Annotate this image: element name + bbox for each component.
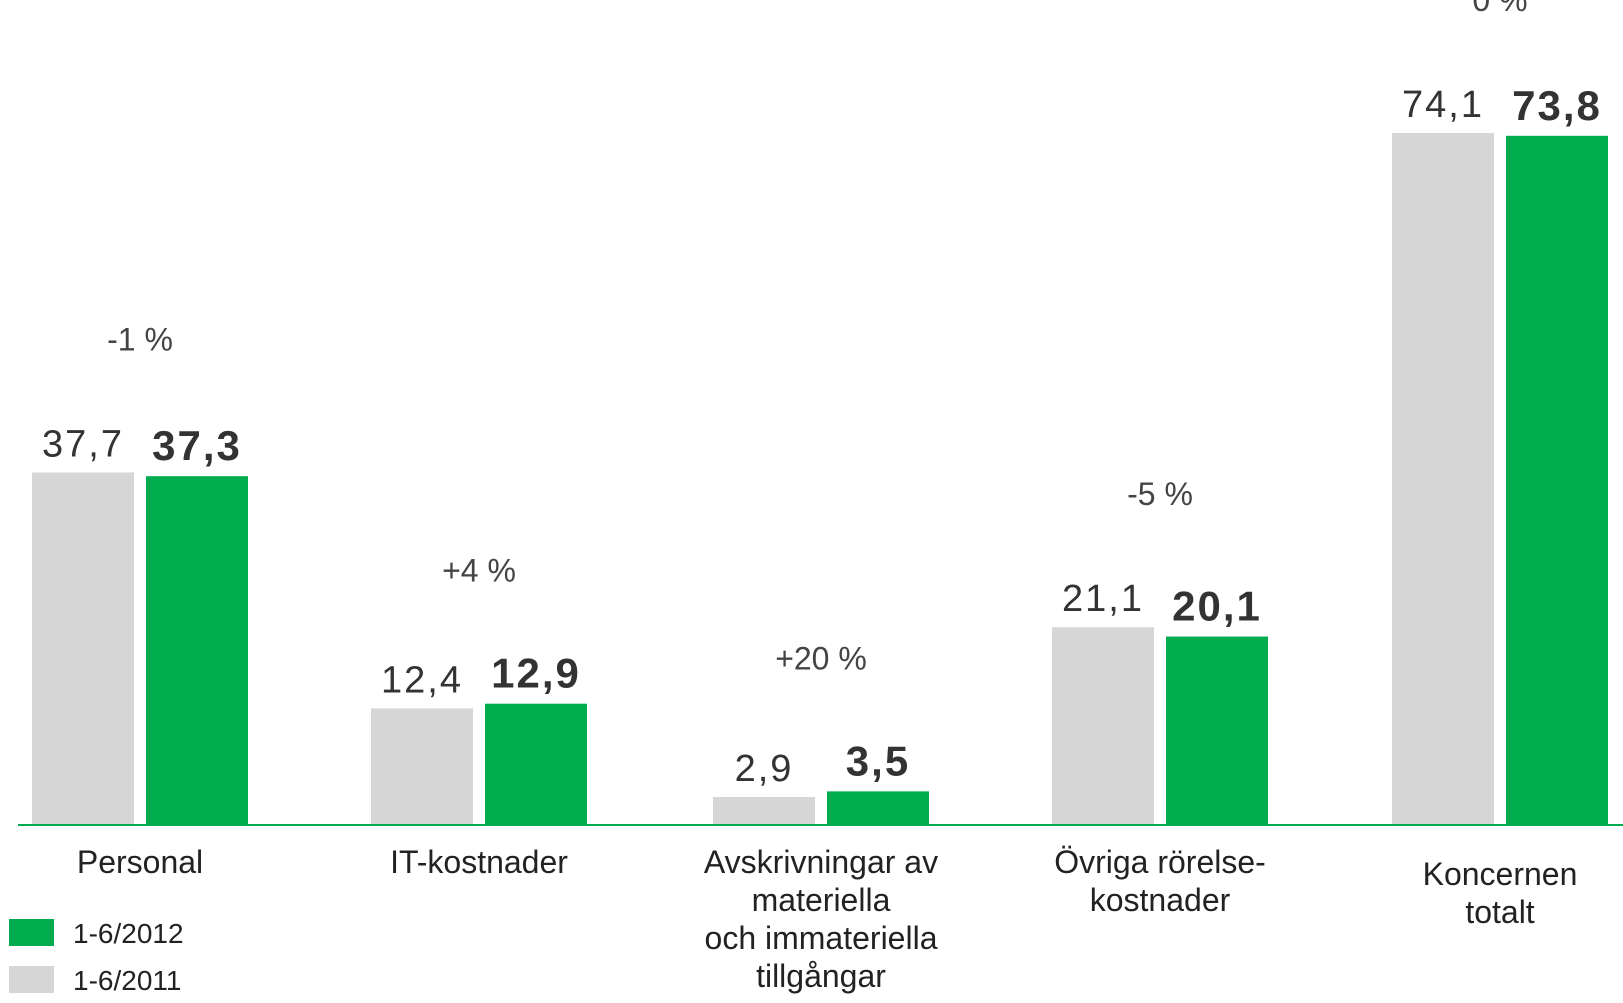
category-label: och immateriella xyxy=(705,920,938,956)
data-label-2012: 37,3 xyxy=(152,422,242,469)
bar-2011 xyxy=(1392,133,1494,824)
category-label: Koncernen xyxy=(1423,856,1578,892)
change-label: +4 % xyxy=(442,553,516,589)
category-label: Personal xyxy=(77,844,203,880)
category-label: materiella xyxy=(752,882,891,918)
data-label-2012: 20,1 xyxy=(1172,583,1262,630)
data-label-2011: 74,1 xyxy=(1402,84,1484,126)
category-label: IT-kostnader xyxy=(390,844,568,880)
legend-swatch xyxy=(9,966,54,993)
data-label-2011: 2,9 xyxy=(735,748,794,790)
bar-2011 xyxy=(371,708,473,824)
legend-swatch xyxy=(9,919,54,946)
change-label: 0 % xyxy=(1472,0,1527,18)
data-label-2011: 12,4 xyxy=(381,659,463,701)
category-label: totalt xyxy=(1465,894,1534,930)
change-label: -5 % xyxy=(1127,476,1193,512)
bar-2012 xyxy=(827,791,929,824)
bar-2012 xyxy=(1166,636,1268,824)
bar-2011 xyxy=(713,796,815,824)
category-label: Övriga rörelse- xyxy=(1054,844,1266,880)
data-label-2011: 37,7 xyxy=(42,423,124,465)
bar-2012 xyxy=(1506,135,1608,824)
data-label-2012: 12,9 xyxy=(491,650,581,697)
change-label: -1 % xyxy=(107,321,173,357)
legend-label: 1-6/2012 xyxy=(73,918,184,949)
data-label-2011: 21,1 xyxy=(1062,578,1144,620)
category-label: Avskrivningar av xyxy=(704,844,938,880)
bar-2012 xyxy=(146,476,248,824)
bar-2012 xyxy=(485,703,587,824)
category-label: kostnader xyxy=(1090,882,1231,918)
bar-2011 xyxy=(1052,627,1154,824)
category-label: tillgångar xyxy=(756,958,886,994)
legend-label: 1-6/2011 xyxy=(73,965,181,996)
data-label-2012: 3,5 xyxy=(846,737,910,784)
change-label: +20 % xyxy=(775,640,867,676)
bar-2011 xyxy=(32,472,134,824)
data-label-2012: 73,8 xyxy=(1512,82,1602,129)
